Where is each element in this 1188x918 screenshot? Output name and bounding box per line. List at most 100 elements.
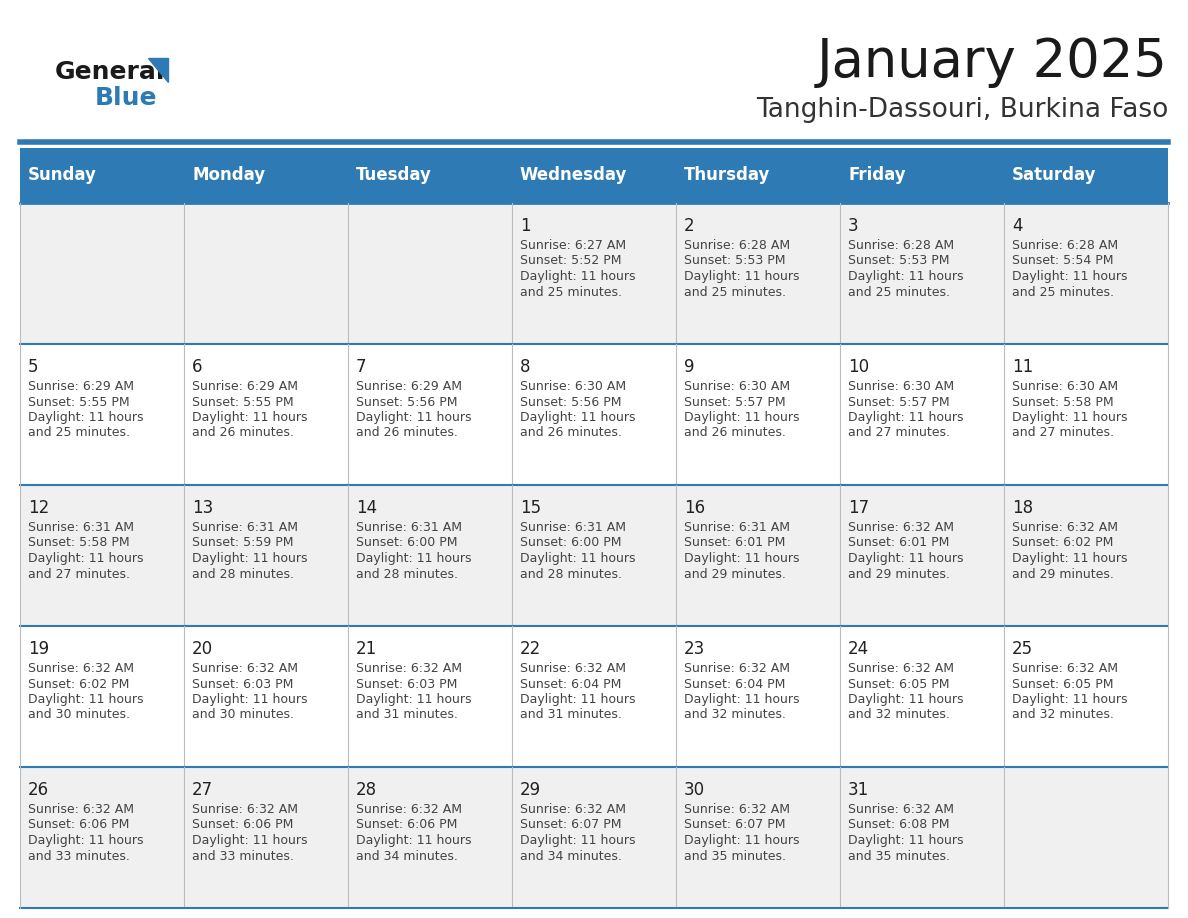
Text: Sunset: 6:00 PM: Sunset: 6:00 PM	[520, 536, 621, 550]
Text: Sunrise: 6:32 AM: Sunrise: 6:32 AM	[520, 662, 626, 675]
Text: and 30 minutes.: and 30 minutes.	[192, 709, 293, 722]
Text: Sunset: 5:58 PM: Sunset: 5:58 PM	[29, 536, 129, 550]
Text: Sunrise: 6:32 AM: Sunrise: 6:32 AM	[356, 803, 462, 816]
Text: 20: 20	[192, 640, 213, 658]
Text: Sunset: 5:52 PM: Sunset: 5:52 PM	[520, 254, 621, 267]
Bar	[20, 344, 1168, 485]
Text: Sunset: 5:56 PM: Sunset: 5:56 PM	[520, 396, 621, 409]
Text: and 32 minutes.: and 32 minutes.	[684, 709, 786, 722]
Text: Sunset: 5:56 PM: Sunset: 5:56 PM	[356, 396, 457, 409]
Text: Sunset: 6:04 PM: Sunset: 6:04 PM	[684, 677, 785, 690]
Text: 25: 25	[1012, 640, 1034, 658]
Text: Sunrise: 6:31 AM: Sunrise: 6:31 AM	[520, 521, 626, 534]
Text: Daylight: 11 hours: Daylight: 11 hours	[520, 834, 636, 847]
Text: Sunrise: 6:28 AM: Sunrise: 6:28 AM	[1012, 239, 1118, 252]
Text: Daylight: 11 hours: Daylight: 11 hours	[684, 552, 800, 565]
Text: Daylight: 11 hours: Daylight: 11 hours	[848, 552, 963, 565]
Text: 27: 27	[192, 781, 213, 799]
Text: Daylight: 11 hours: Daylight: 11 hours	[684, 693, 800, 706]
Text: Sunset: 6:07 PM: Sunset: 6:07 PM	[684, 819, 785, 832]
Text: 12: 12	[29, 499, 49, 517]
Text: Daylight: 11 hours: Daylight: 11 hours	[1012, 552, 1127, 565]
Text: Daylight: 11 hours: Daylight: 11 hours	[356, 411, 472, 424]
Text: Daylight: 11 hours: Daylight: 11 hours	[1012, 411, 1127, 424]
Text: 7: 7	[356, 358, 367, 376]
Text: Sunset: 6:01 PM: Sunset: 6:01 PM	[684, 536, 785, 550]
Text: Sunset: 5:57 PM: Sunset: 5:57 PM	[684, 396, 785, 409]
Text: and 26 minutes.: and 26 minutes.	[192, 427, 293, 440]
Text: Sunrise: 6:32 AM: Sunrise: 6:32 AM	[29, 803, 134, 816]
Text: Daylight: 11 hours: Daylight: 11 hours	[684, 411, 800, 424]
Text: Sunrise: 6:32 AM: Sunrise: 6:32 AM	[684, 662, 790, 675]
Text: Daylight: 11 hours: Daylight: 11 hours	[192, 834, 308, 847]
Text: Sunset: 5:55 PM: Sunset: 5:55 PM	[192, 396, 293, 409]
Text: Tuesday: Tuesday	[356, 166, 432, 185]
Text: Daylight: 11 hours: Daylight: 11 hours	[520, 411, 636, 424]
Text: Sunrise: 6:27 AM: Sunrise: 6:27 AM	[520, 239, 626, 252]
Text: and 28 minutes.: and 28 minutes.	[520, 567, 623, 580]
Text: Sunrise: 6:31 AM: Sunrise: 6:31 AM	[29, 521, 134, 534]
Text: 24: 24	[848, 640, 870, 658]
Text: Daylight: 11 hours: Daylight: 11 hours	[848, 693, 963, 706]
Text: Daylight: 11 hours: Daylight: 11 hours	[684, 834, 800, 847]
Text: Daylight: 11 hours: Daylight: 11 hours	[1012, 270, 1127, 283]
Text: and 30 minutes.: and 30 minutes.	[29, 709, 129, 722]
Bar	[20, 626, 1168, 767]
Text: Sunrise: 6:32 AM: Sunrise: 6:32 AM	[848, 803, 954, 816]
Bar	[20, 203, 1168, 344]
Text: and 25 minutes.: and 25 minutes.	[684, 285, 786, 298]
Text: Sunrise: 6:30 AM: Sunrise: 6:30 AM	[520, 380, 626, 393]
Text: 23: 23	[684, 640, 706, 658]
Text: Sunset: 6:03 PM: Sunset: 6:03 PM	[192, 677, 293, 690]
Text: and 25 minutes.: and 25 minutes.	[29, 427, 129, 440]
Text: and 26 minutes.: and 26 minutes.	[684, 427, 786, 440]
Text: 14: 14	[356, 499, 377, 517]
Text: Daylight: 11 hours: Daylight: 11 hours	[29, 693, 144, 706]
Text: Sunrise: 6:28 AM: Sunrise: 6:28 AM	[684, 239, 790, 252]
Text: Sunset: 6:00 PM: Sunset: 6:00 PM	[356, 536, 457, 550]
Text: Sunrise: 6:31 AM: Sunrise: 6:31 AM	[684, 521, 790, 534]
Text: 17: 17	[848, 499, 870, 517]
Text: and 35 minutes.: and 35 minutes.	[684, 849, 786, 863]
Text: Daylight: 11 hours: Daylight: 11 hours	[29, 834, 144, 847]
Text: Sunrise: 6:32 AM: Sunrise: 6:32 AM	[520, 803, 626, 816]
Text: and 34 minutes.: and 34 minutes.	[356, 849, 457, 863]
Text: Sunrise: 6:32 AM: Sunrise: 6:32 AM	[684, 803, 790, 816]
Text: 29: 29	[520, 781, 541, 799]
Text: Sunrise: 6:31 AM: Sunrise: 6:31 AM	[356, 521, 462, 534]
Text: 28: 28	[356, 781, 377, 799]
Text: January 2025: January 2025	[817, 36, 1168, 88]
Text: Sunrise: 6:32 AM: Sunrise: 6:32 AM	[848, 662, 954, 675]
Text: Sunday: Sunday	[29, 166, 97, 185]
Text: Daylight: 11 hours: Daylight: 11 hours	[520, 693, 636, 706]
Text: Sunset: 6:03 PM: Sunset: 6:03 PM	[356, 677, 457, 690]
Text: Daylight: 11 hours: Daylight: 11 hours	[356, 834, 472, 847]
Text: and 29 minutes.: and 29 minutes.	[848, 567, 950, 580]
Text: 3: 3	[848, 217, 859, 235]
Text: Sunrise: 6:29 AM: Sunrise: 6:29 AM	[192, 380, 298, 393]
Text: and 26 minutes.: and 26 minutes.	[356, 427, 457, 440]
Text: and 29 minutes.: and 29 minutes.	[1012, 567, 1114, 580]
Text: 13: 13	[192, 499, 214, 517]
Text: Daylight: 11 hours: Daylight: 11 hours	[848, 411, 963, 424]
Text: Daylight: 11 hours: Daylight: 11 hours	[848, 270, 963, 283]
Text: Sunrise: 6:32 AM: Sunrise: 6:32 AM	[848, 521, 954, 534]
Text: Daylight: 11 hours: Daylight: 11 hours	[192, 411, 308, 424]
Text: Sunrise: 6:31 AM: Sunrise: 6:31 AM	[192, 521, 298, 534]
Text: and 33 minutes.: and 33 minutes.	[192, 849, 293, 863]
Text: 26: 26	[29, 781, 49, 799]
Text: 11: 11	[1012, 358, 1034, 376]
Text: Saturday: Saturday	[1012, 166, 1097, 185]
Text: Sunset: 6:05 PM: Sunset: 6:05 PM	[1012, 677, 1113, 690]
Bar	[20, 767, 1168, 908]
Text: Sunrise: 6:30 AM: Sunrise: 6:30 AM	[1012, 380, 1118, 393]
Text: Sunset: 5:57 PM: Sunset: 5:57 PM	[848, 396, 949, 409]
Text: Sunset: 6:02 PM: Sunset: 6:02 PM	[29, 677, 129, 690]
Text: 5: 5	[29, 358, 38, 376]
Text: Sunrise: 6:32 AM: Sunrise: 6:32 AM	[29, 662, 134, 675]
Text: Sunset: 6:04 PM: Sunset: 6:04 PM	[520, 677, 621, 690]
Text: Daylight: 11 hours: Daylight: 11 hours	[356, 693, 472, 706]
Bar	[20, 148, 1168, 203]
Text: Sunset: 6:06 PM: Sunset: 6:06 PM	[356, 819, 457, 832]
Text: and 32 minutes.: and 32 minutes.	[1012, 709, 1114, 722]
